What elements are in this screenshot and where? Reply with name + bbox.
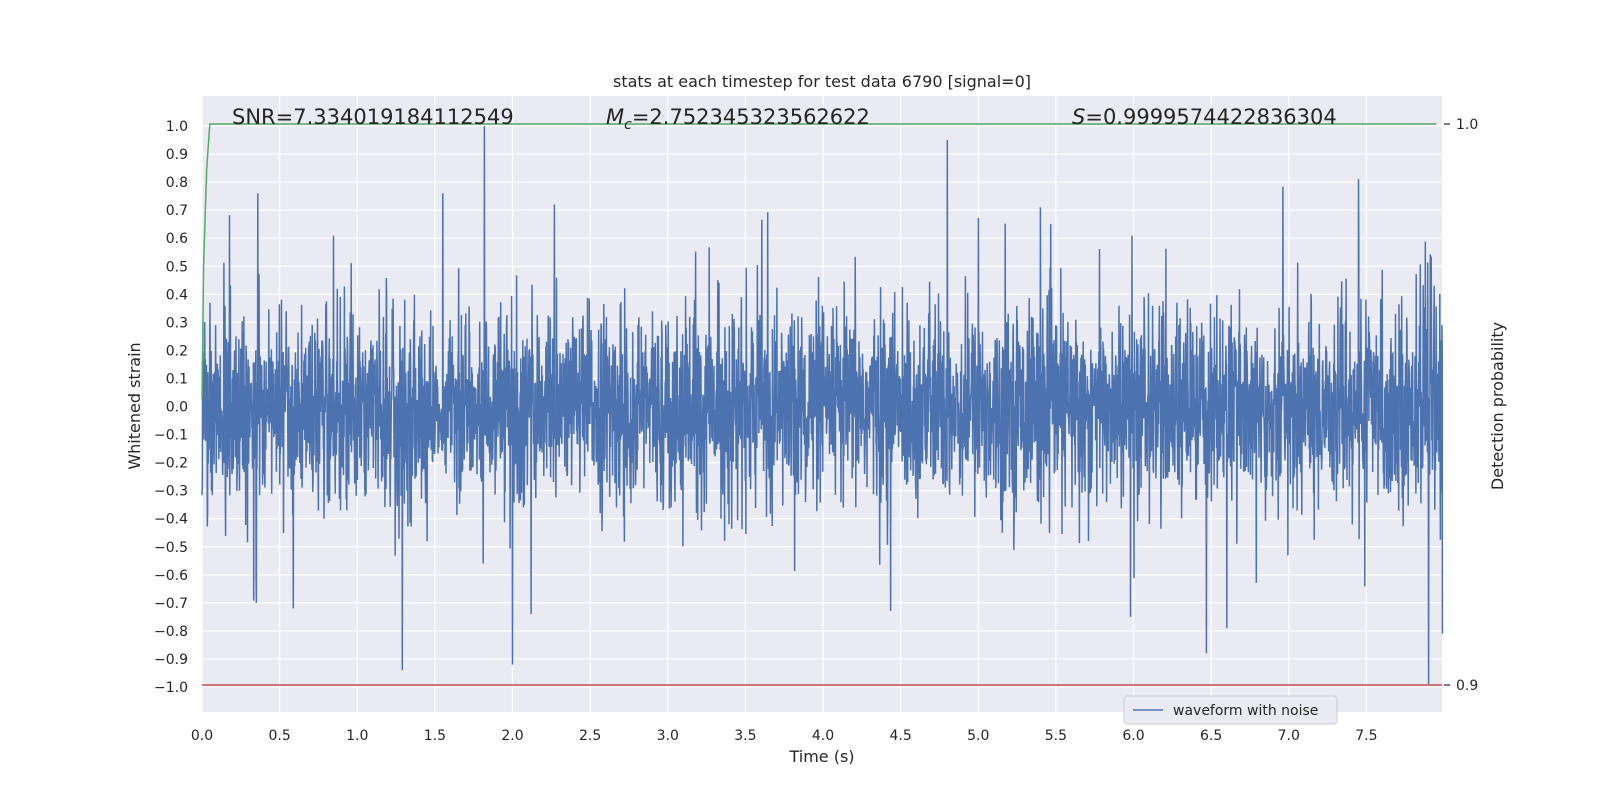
y-tick-label: 0.1 <box>166 371 188 387</box>
x-tick-label: 0.0 <box>191 728 213 744</box>
y-tick-label: −0.4 <box>154 512 188 528</box>
y-tick-label: 0.6 <box>166 231 188 247</box>
chart-title: stats at each timestep for test data 679… <box>613 72 1031 91</box>
y-tick-label: −0.5 <box>154 540 188 556</box>
y-tick-label: −0.6 <box>154 568 188 584</box>
y-tick-label: 1.0 <box>166 119 188 135</box>
snr-annotation: SNR=7.334019184112549 <box>232 105 514 129</box>
legend-box <box>1123 695 1338 725</box>
legend-label: waveform with noise <box>1173 703 1318 719</box>
x-tick-label: 7.5 <box>1355 728 1377 744</box>
detection-probability-line <box>201 123 1437 399</box>
x-tick-label: 3.5 <box>734 728 756 744</box>
y-tick-label: −0.1 <box>154 428 188 444</box>
chirp-mass-symbol: M <box>606 105 624 129</box>
x-tick-label: 2.5 <box>579 728 601 744</box>
y2-tick-label: 0.9 <box>1456 678 1478 694</box>
y-tick-label: −1.0 <box>154 680 188 696</box>
y-tick-label: 0.3 <box>166 315 188 331</box>
s-symbol: S <box>1072 105 1085 129</box>
x-tick-label: 5.5 <box>1045 728 1067 744</box>
waveform-series-line <box>201 125 1444 685</box>
x-tick-labels: 0.0 0.5 1.0 1.5 2.0 2.5 3.0 3.5 4.0 4.5 5.0 5.5 6.0 6… <box>191 728 1378 744</box>
y-tick-label: −0.7 <box>154 596 188 612</box>
y-tick-label: 0.7 <box>166 203 188 219</box>
y2-tick-labels: 1.0 0.9 <box>1444 117 1478 694</box>
x-tick-label: 7.0 <box>1278 728 1300 744</box>
y-tick-label: 0.8 <box>166 175 188 191</box>
s-annotation: S=0.9999574422836304 <box>1072 105 1337 129</box>
chirp-mass-value: =2.752345323562622 <box>632 105 870 129</box>
x-tick-label: 2.0 <box>501 728 523 744</box>
x-tick-label: 1.0 <box>346 728 368 744</box>
chirp-mass-annotation: Mc=2.752345323562622 <box>606 105 870 133</box>
y2-axis-label: Detection probability <box>1488 322 1507 490</box>
x-tick-label: 4.5 <box>889 728 911 744</box>
x-tick-label: 6.0 <box>1122 728 1144 744</box>
s-value: =0.9999574422836304 <box>1085 105 1336 129</box>
y-tick-label: 0.5 <box>166 259 188 275</box>
series-layer <box>201 123 1444 686</box>
x-axis-label: Time (s) <box>788 747 854 766</box>
y-tick-label: −0.8 <box>154 624 188 640</box>
y-tick-label: −0.9 <box>154 652 188 668</box>
x-tick-label: 4.0 <box>812 728 834 744</box>
x-tick-label: 0.5 <box>268 728 290 744</box>
y-tick-label: −0.3 <box>154 484 188 500</box>
x-tick-label: 5.0 <box>967 728 989 744</box>
y-axis-label: Whitened strain <box>125 342 144 469</box>
y-tick-label: 0.0 <box>166 400 188 416</box>
y-tick-label: 0.2 <box>166 343 188 359</box>
y2-tick-label: 1.0 <box>1456 117 1478 133</box>
y-tick-label: 0.9 <box>166 147 188 163</box>
y-tick-label: 0.4 <box>166 287 188 303</box>
legend: waveform with noise <box>1123 695 1338 725</box>
chirp-mass-subscript: c <box>624 117 632 133</box>
y-tick-label: −0.2 <box>154 456 188 472</box>
x-tick-label: 1.5 <box>424 728 446 744</box>
y-tick-labels: 1.0 0.9 0.8 0.7 0.6 0.5 0.4 0.3 0.2 0.1 0.0 −0.1 −0.… <box>154 119 188 696</box>
x-tick-label: 6.5 <box>1200 728 1222 744</box>
x-tick-label: 3.0 <box>657 728 679 744</box>
